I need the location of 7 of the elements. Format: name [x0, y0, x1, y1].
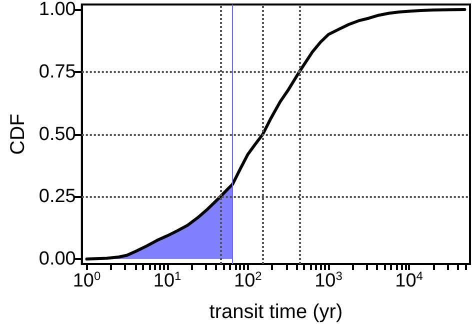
- y-tick-label: 0.50: [38, 124, 76, 145]
- y-tick-label: 0.25: [38, 186, 76, 208]
- y-axis-title: CDF: [7, 114, 29, 155]
- y-tick-label: 1.00: [38, 0, 76, 20]
- y-tick-label: 0.00: [38, 248, 76, 270]
- y-tick-label: 0.75: [38, 61, 76, 82]
- x-axis-title: transit time (yr): [209, 301, 343, 323]
